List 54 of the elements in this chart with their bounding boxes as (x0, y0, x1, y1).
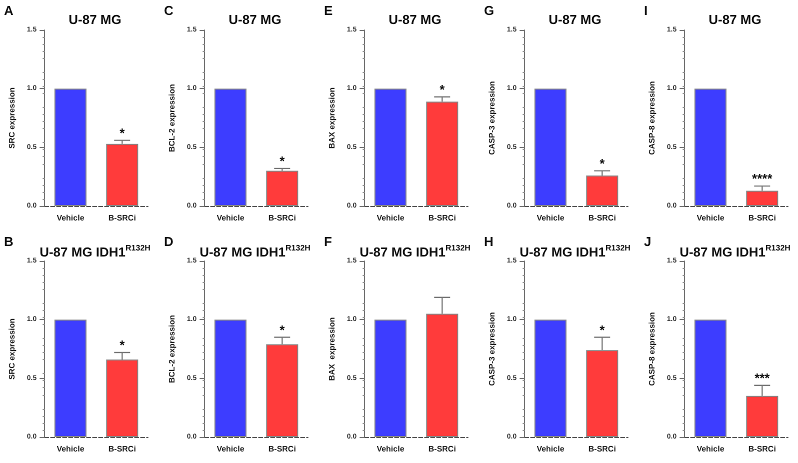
x-tick-label: B-SRCi (748, 214, 776, 222)
text: A (4, 3, 14, 18)
annotation: * (600, 322, 606, 338)
y-axis-title: BAX expression (328, 87, 336, 149)
annotation: * (280, 153, 286, 168)
text: G (484, 3, 494, 18)
annotation: * (440, 82, 446, 97)
x-tick-label: Vehicle (696, 444, 725, 454)
text: H (484, 234, 494, 249)
x-tick-label: Vehicle (56, 444, 85, 454)
x-tick-label: B-SRCi (748, 444, 776, 454)
text: J (644, 234, 652, 249)
y-axis-title: BCL-2 expression (168, 314, 176, 384)
y-axis-title: CASP-3 expression (488, 80, 496, 155)
x-tick-label: B-SRCi (268, 214, 296, 222)
x-tick-label: B-SRCi (588, 214, 616, 222)
x-tick-label: Vehicle (376, 214, 405, 222)
x-tick-label: B-SRCi (588, 444, 616, 454)
text: B (4, 234, 14, 249)
chart-title: U-87 MG (548, 12, 602, 27)
annotation: * (120, 125, 126, 140)
x-tick-label: B-SRCi (428, 214, 456, 222)
x-tick-label: B-SRCi (108, 444, 136, 454)
x-tick-label: Vehicle (56, 214, 85, 222)
annotation: **** (752, 171, 774, 186)
y-axis-title: SRC expression (8, 318, 16, 380)
text: D (164, 234, 174, 249)
text: E (324, 3, 333, 18)
y-axis-title: BCL-2 expression (168, 84, 176, 152)
chart-title: U-87 MG (708, 12, 762, 27)
y-axis-title: CASP-3 expression (488, 312, 496, 386)
y-axis-title: CASP-8 expression (648, 80, 656, 155)
x-tick-label: B-SRCi (428, 444, 456, 454)
chart-title: U-87 MG (388, 12, 442, 27)
y-axis-title: CASP-8 expression (648, 312, 656, 386)
text: I (644, 3, 648, 18)
x-tick-label: B-SRCi (268, 444, 296, 454)
chart-title: U-87 MG (68, 12, 122, 27)
annotation: * (280, 322, 286, 338)
chart-title: U-87 MG (228, 12, 282, 27)
text: C (164, 3, 174, 18)
annotation: * (600, 156, 606, 171)
x-tick-label: Vehicle (536, 444, 565, 454)
x-tick-label: Vehicle (376, 444, 405, 454)
x-tick-label: Vehicle (696, 214, 725, 222)
annotation: * (120, 338, 126, 353)
text: F (324, 234, 332, 249)
y-axis-title: BAX expression (328, 317, 336, 381)
x-tick-label: Vehicle (536, 214, 565, 222)
x-tick-label: Vehicle (216, 214, 245, 222)
x-tick-label: B-SRCi (108, 214, 136, 222)
y-axis-title: SRC expression (8, 87, 16, 149)
annotation: *** (754, 370, 771, 386)
x-tick-label: Vehicle (216, 444, 245, 454)
